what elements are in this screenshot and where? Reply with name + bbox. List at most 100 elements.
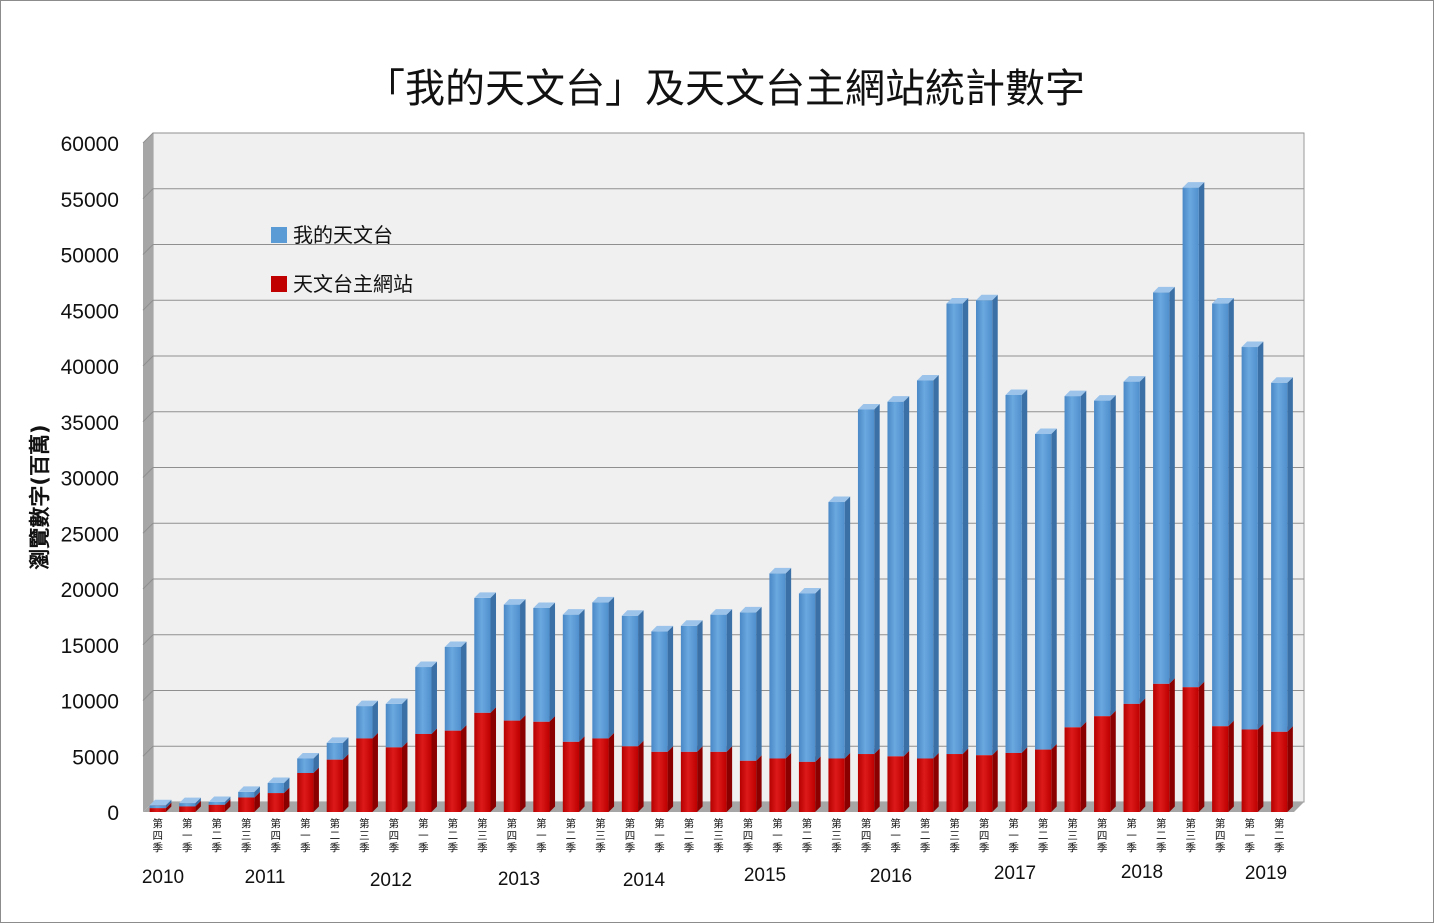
bar-side [254, 792, 260, 812]
bar-side [756, 755, 762, 812]
bar-side [431, 728, 437, 812]
x-tick-label: 第三季 [595, 817, 606, 854]
y-tick-label: 10000 [61, 691, 119, 714]
main-website-bar [415, 728, 437, 812]
bar-top [444, 641, 467, 647]
bar-front [179, 806, 196, 812]
bar-front [916, 380, 934, 759]
bar-side [992, 294, 998, 756]
bar-top [533, 602, 556, 608]
bars [149, 182, 1293, 812]
x-tick-label: 第四季 [861, 817, 872, 854]
bar-side [608, 596, 615, 739]
bar-side [1287, 377, 1293, 732]
bar-top [208, 796, 231, 802]
bar-front [385, 703, 402, 748]
bar-front [916, 758, 934, 812]
bar-top [975, 294, 998, 301]
main-website-bar [680, 746, 703, 812]
bar-top [621, 610, 644, 616]
bar-front [1271, 731, 1288, 812]
my-observatory-bar [208, 796, 231, 805]
bar-side [579, 609, 585, 742]
bar-front [621, 746, 639, 812]
main-website-bar [474, 707, 497, 812]
gridline-side [142, 690, 154, 701]
main-website-bar [1153, 678, 1175, 812]
my-observatory-bar [1123, 376, 1146, 704]
bar-side [697, 746, 703, 812]
x-axis-year-labels: 2010 2011 2012 2013 2014 2015 2016 2017 2018 2019 [142, 862, 1287, 891]
bar-side [283, 787, 290, 812]
y-tick-label: 35000 [61, 412, 119, 435]
year-label: 2019 [1245, 863, 1287, 884]
x-tick-label: 第二季 [212, 817, 223, 854]
bar-front [149, 808, 166, 812]
bar-top [356, 700, 378, 707]
bar-side [1080, 721, 1087, 812]
legend-label-main-website: 天文台主網站 [293, 272, 413, 296]
bar-front [1064, 396, 1081, 728]
gridline-side [142, 578, 154, 590]
my-observatory-bar [356, 700, 378, 739]
x-tick-label: 第二季 [1038, 817, 1049, 854]
year-label: 2013 [498, 869, 540, 890]
main-website-bar [592, 732, 615, 812]
main-website-bar [1241, 723, 1264, 812]
x-tick-label: 第一季 [1126, 817, 1137, 854]
bar-front [238, 797, 255, 812]
bar-side [254, 786, 260, 798]
bar-front [1035, 749, 1052, 812]
my-observatory-bar [1035, 428, 1057, 750]
bar-side [313, 752, 319, 773]
bar-top [1241, 341, 1264, 348]
bar-front [946, 303, 963, 755]
y-axis-label: 瀏覽數字(百萬) [28, 424, 52, 569]
bar-front [1153, 292, 1170, 684]
bar-top [769, 567, 792, 574]
bar-side [1139, 698, 1146, 812]
bar-front [1094, 400, 1111, 717]
x-tick-label: 第一季 [1008, 817, 1019, 854]
x-tick-label: 第一季 [1244, 817, 1255, 854]
x-tick-label: 第四季 [507, 817, 518, 854]
my-observatory-bar [1212, 298, 1234, 727]
bar-top [149, 799, 172, 806]
x-tick-label: 第三季 [831, 817, 842, 854]
bar-front [326, 759, 343, 812]
my-observatory-bar [1064, 390, 1087, 728]
bar-front [474, 597, 491, 713]
bar-side [638, 740, 644, 812]
bar-front [710, 614, 727, 752]
my-observatory-bar [1182, 182, 1205, 688]
bar-top [916, 374, 939, 381]
bar-side [1139, 376, 1146, 704]
bar-front [267, 783, 284, 794]
bar-front [1271, 382, 1288, 732]
bar-front [533, 721, 550, 812]
x-tick-label: 第三季 [241, 817, 252, 854]
bar-side [1080, 390, 1087, 728]
bar-front [1182, 187, 1199, 688]
bar-top [1123, 376, 1146, 382]
bar-side [874, 403, 880, 755]
bar-front [415, 667, 432, 734]
bar-top [592, 596, 615, 603]
bar-front [946, 754, 963, 812]
bar-side [726, 609, 733, 752]
my-observatory-bar [149, 799, 172, 809]
bar-side [962, 298, 969, 755]
bar-front [503, 720, 521, 812]
bar-side [401, 698, 408, 748]
x-tick-label: 第四季 [625, 817, 636, 854]
bar-side [874, 748, 880, 812]
bar-top [798, 587, 821, 594]
bar-side [1110, 395, 1116, 717]
y-tick-label: 25000 [61, 523, 119, 546]
bar-side [638, 610, 644, 747]
bar-side [815, 756, 821, 812]
bar-front [651, 631, 668, 752]
my-observatory-bar [562, 609, 585, 742]
bar-top [651, 625, 674, 632]
